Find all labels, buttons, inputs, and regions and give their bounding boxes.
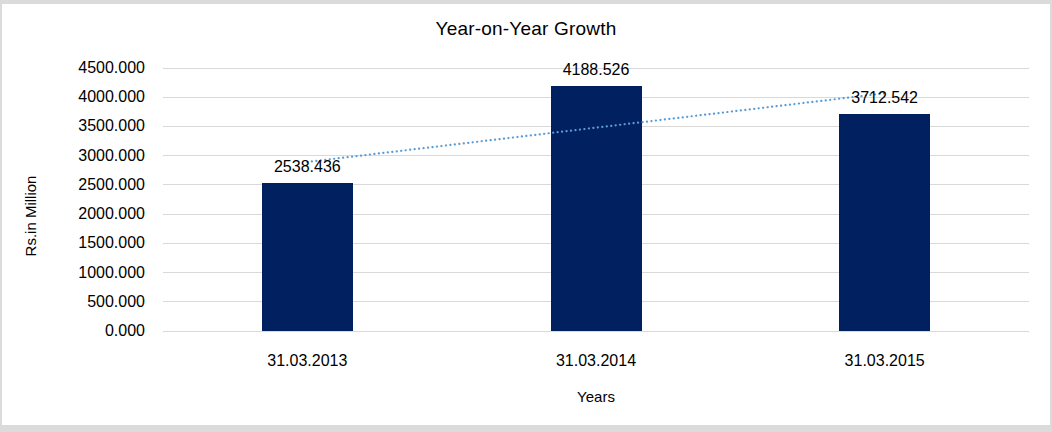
chart-frame: Year-on-Year Growth Rs.in Million Years …: [0, 0, 1052, 432]
bar-data-label: 4188.526: [516, 60, 676, 80]
bar-data-label: 2538.436: [227, 157, 387, 177]
chart-area: Year-on-Year Growth Rs.in Million Years …: [2, 4, 1050, 425]
bar-data-label: 3712.542: [805, 88, 965, 108]
